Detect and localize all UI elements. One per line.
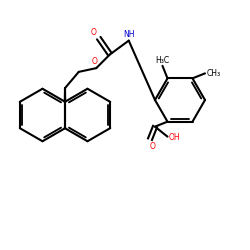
Text: O: O — [150, 142, 156, 151]
Text: H₃C: H₃C — [156, 56, 170, 64]
Text: O: O — [90, 28, 96, 37]
Text: CH₃: CH₃ — [206, 69, 220, 78]
Text: OH: OH — [169, 134, 180, 142]
Text: NH: NH — [123, 30, 134, 39]
Text: O: O — [92, 57, 98, 66]
